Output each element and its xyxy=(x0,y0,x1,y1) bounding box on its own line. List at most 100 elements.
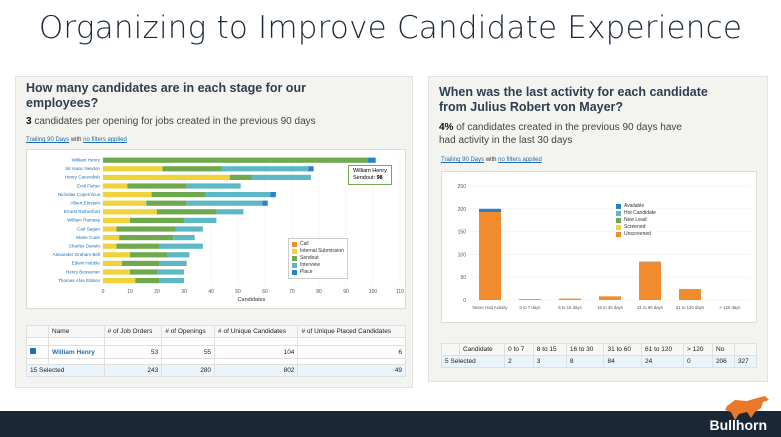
y-tick-label: 200 xyxy=(458,207,467,213)
left-filter-period[interactable]: Trailing 90 Days xyxy=(26,137,70,143)
legend-item: Internal Submission xyxy=(292,248,344,255)
bar-segment xyxy=(162,166,222,172)
bar-segment xyxy=(103,260,122,266)
bar-segment xyxy=(130,252,168,258)
legend-item: Call xyxy=(292,241,344,248)
col-header[interactable]: Name xyxy=(48,325,105,338)
selected-summary-row: 15 Selected 243 280 802 49 xyxy=(26,364,406,377)
bar-segment xyxy=(186,183,241,189)
cell: 6 xyxy=(297,345,406,359)
bull-logo-icon xyxy=(725,396,769,420)
left-question: How many candidates are in each stage fo… xyxy=(26,81,306,110)
bar-segment xyxy=(103,209,157,215)
right-filter-period[interactable]: Trailing 90 Days xyxy=(441,157,485,163)
bar-segment xyxy=(130,269,157,275)
legend-item: Hot Candidate xyxy=(616,210,656,217)
cell: 104 xyxy=(214,345,299,359)
select-col-header[interactable] xyxy=(26,325,49,338)
x-tick-label: 70 xyxy=(289,289,295,295)
select-col-header[interactable] xyxy=(441,343,460,356)
category-label: 61 to 120 days xyxy=(676,305,704,310)
bar-segment xyxy=(116,243,160,249)
bar-segment xyxy=(103,217,130,223)
bar-segment xyxy=(103,243,117,249)
left-filter-none[interactable]: no filters applied xyxy=(83,137,127,143)
col-header[interactable]: > 120 xyxy=(683,343,713,356)
bar-segment xyxy=(167,252,190,258)
table-row[interactable]: William Henry 53 55 104 6 xyxy=(26,345,406,359)
tooltip-value: 98 xyxy=(376,175,383,181)
right-panel: When was the last activity for each cand… xyxy=(428,76,768,382)
x-axis-label: Candidates xyxy=(238,297,266,303)
cell: 53 xyxy=(103,345,163,359)
x-tick-label: 90 xyxy=(343,289,349,295)
col-header[interactable]: # of Openings xyxy=(161,325,216,338)
y-tick-label: 100 xyxy=(458,252,467,258)
row-name[interactable]: William Henry xyxy=(48,345,105,359)
bar-segment xyxy=(103,269,130,275)
bar-segment xyxy=(103,200,147,206)
bar-segment xyxy=(679,289,701,300)
category-label: Never Had Activity xyxy=(472,305,508,310)
row-checkbox[interactable] xyxy=(30,348,36,354)
bar-segment xyxy=(186,200,263,206)
right-question: When was the last activity for each cand… xyxy=(439,85,708,114)
y-tick-label: 150 xyxy=(458,230,467,236)
left-table: Name # of Job Orders # of Openings # of … xyxy=(26,325,406,377)
category-label: Henry Cavendish xyxy=(65,175,101,180)
col-header[interactable]: Candidate xyxy=(458,343,506,356)
selected-label: 5 Selected xyxy=(440,355,506,368)
col-header[interactable]: 61 to 120 xyxy=(641,343,685,356)
bar-segment xyxy=(103,192,152,198)
bar-segment xyxy=(479,211,501,300)
category-label: > 120 days xyxy=(719,305,740,310)
selected-summary-row: 5 Selected 2 3 8 84 24 0 206 327 xyxy=(440,355,758,368)
col-header[interactable]: 31 to 60 xyxy=(603,343,643,356)
col-header[interactable]: 8 to 15 xyxy=(532,343,567,356)
col-header[interactable]: 16 to 30 xyxy=(565,343,605,356)
right-filter: Trailing 90 Days with no filters applied xyxy=(441,157,542,163)
footer-bar: Bullhorn xyxy=(0,411,781,437)
left-chart-box: 0 10 20 30 40 50 60 70 80 90 100 110 William Henry Si… xyxy=(26,149,406,309)
right-filter-none[interactable]: no filters applied xyxy=(498,157,542,163)
col-header[interactable]: # of Job Orders xyxy=(103,325,163,338)
x-tick-label: 40 xyxy=(208,289,214,295)
x-tick-label: 10 xyxy=(127,289,133,295)
tooltip-name: William Henry xyxy=(353,168,387,174)
bar-segment xyxy=(103,226,117,232)
category-label: Ernest Rutherford xyxy=(64,209,101,214)
cell: 2 xyxy=(504,355,534,368)
left-legend: Call Internal Submission Sendout Intervi… xyxy=(288,238,348,279)
tooltip: William Henry Sendout: 98 xyxy=(348,165,392,185)
x-tick-label: 80 xyxy=(316,289,322,295)
cell: 280 xyxy=(161,364,216,377)
category-label: Edwin Hubble xyxy=(72,261,101,266)
bar-segment xyxy=(308,166,314,172)
bar-segment xyxy=(157,269,184,275)
selected-label: 15 Selected xyxy=(26,364,105,377)
x-tick-label: 0 xyxy=(102,289,105,295)
bar-segment xyxy=(157,209,217,215)
category-label: Alexander Graham Bell xyxy=(53,252,101,257)
cell: 0 xyxy=(683,355,713,368)
x-tick-label: 30 xyxy=(181,289,187,295)
left-subtitle-number: 3 xyxy=(26,116,32,127)
legend-item: Available xyxy=(616,203,656,210)
category-label: Carl Sagan xyxy=(77,226,100,231)
col-header[interactable]: 0 to 7 xyxy=(504,343,534,356)
legend-item: Sendout xyxy=(292,255,344,262)
col-header[interactable]: No xyxy=(711,343,735,356)
col-header[interactable]: # of Unique Candidates xyxy=(214,325,299,338)
cell: 8 xyxy=(565,355,605,368)
col-header[interactable]: # of Unique Placed Candidates xyxy=(297,325,406,338)
category-label: 8 to 15 days xyxy=(558,305,581,310)
right-chart-box: 0 50 100 150 200 250 Never Had Activity 0 to 7 … xyxy=(441,171,757,323)
y-tick-label: 250 xyxy=(458,184,467,190)
cell: 55 xyxy=(161,345,216,359)
bar-segment xyxy=(173,235,195,241)
y-tick-label: 50 xyxy=(460,275,466,281)
bar-segment xyxy=(135,278,160,284)
bar-segment xyxy=(130,217,184,223)
bar-segment xyxy=(479,208,501,212)
slide-title: Organizing to Improve Candidate Experien… xyxy=(38,10,743,46)
